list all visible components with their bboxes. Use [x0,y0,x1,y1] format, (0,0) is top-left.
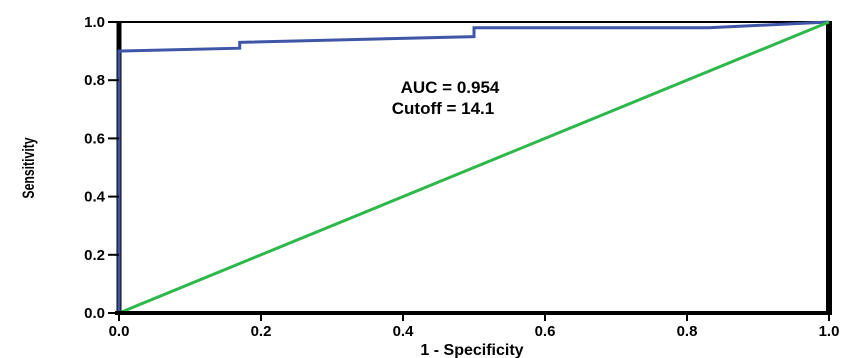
roc-curve-line [117,20,830,313]
x-tick-label: 0.4 [393,323,415,340]
y-tick-label: 0.0 [84,305,105,322]
x-tick-label: 1.0 [819,323,840,340]
x-tick-label: 0.6 [535,323,556,340]
x-axis-title: 1 - Specificity [420,342,523,358]
cutoff-annotation: Cutoff = 14.1 [392,99,495,118]
y-tick-label: 0.8 [84,72,105,89]
y-axis-title: Sensitivity [20,137,38,199]
y-tick-label: 0.4 [84,189,106,206]
reference-diagonal-line [118,20,830,315]
y-tick-label: 1.0 [84,14,105,31]
auc-annotation: AUC = 0.954 [401,78,500,97]
x-tick-label: 0.8 [677,323,698,340]
x-tick-label: 0.0 [109,323,130,340]
y-tick-label: 0.2 [84,247,105,264]
y-tick-label: 0.6 [84,130,105,147]
series-layer [117,20,830,315]
axes-layer: 0.0 0.2 0.4 0.6 0.8 1.0 0.0 0.2 0.4 0.6 0.8 1.0 [84,14,839,340]
x-tick-label: 0.2 [251,323,272,340]
